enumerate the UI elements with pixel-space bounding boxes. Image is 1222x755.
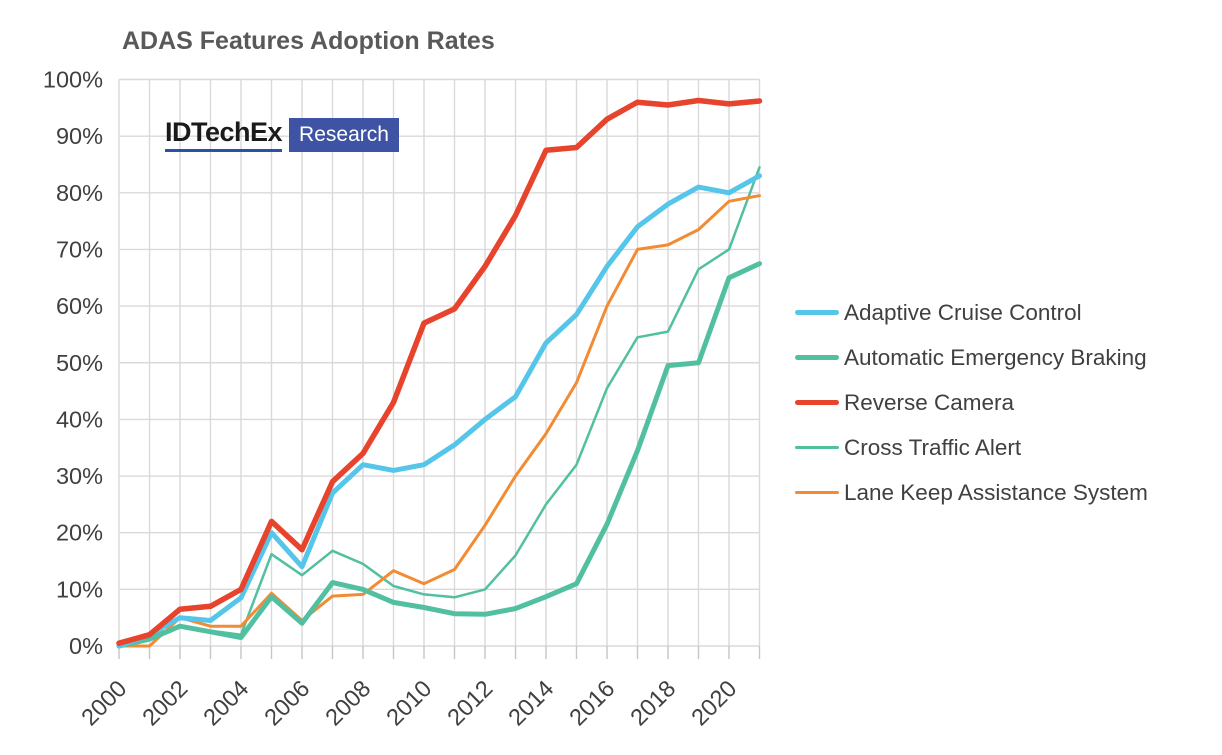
idtechex-logo-brand: IDTechEx: [165, 118, 283, 153]
chart-title: ADAS Features Adoption Rates: [122, 27, 495, 55]
y-axis-tick-label: 30%: [56, 463, 103, 489]
x-axis-tick-label: 2014: [503, 675, 558, 730]
series-line-adaptive-cruise-control: [116, 173, 762, 649]
x-axis-tick-label: 2006: [259, 675, 314, 730]
idtechex-logo: IDTechEx Research: [165, 118, 399, 153]
series-lines: [116, 97, 763, 649]
legend-swatch-cross-traffic-alert: [795, 446, 839, 449]
y-axis-tick-label: 80%: [56, 180, 103, 206]
y-axis-tick-label: 70%: [56, 236, 103, 262]
x-axis-tick-label: 2018: [625, 675, 680, 730]
legend-item-adaptive-cruise-control: Adaptive Cruise Control: [795, 290, 1215, 335]
y-axis-tick-label: 100%: [43, 67, 103, 93]
y-axis-tick-label: 60%: [56, 293, 103, 319]
series-line-cross-traffic-alert: [117, 166, 761, 648]
x-axis-tick-label: 2010: [381, 675, 436, 730]
y-axis-tick-label: 10%: [56, 576, 103, 602]
legend-item-cross-traffic-alert: Cross Traffic Alert: [795, 425, 1215, 470]
legend-label: Lane Keep Assistance System: [844, 479, 1148, 505]
x-axis-tick-label: 2012: [442, 675, 497, 730]
idtechex-logo-research-badge: Research: [289, 118, 399, 152]
legend-label: Cross Traffic Alert: [844, 434, 1022, 460]
series-line-reverse-camera: [116, 97, 763, 646]
legend-swatch-adaptive-cruise-control: [795, 310, 839, 315]
legend-swatch-lane-keep-assistance-system: [795, 491, 839, 494]
y-axis-tick-label: 40%: [56, 406, 103, 432]
legend-swatch-reverse-camera: [795, 399, 839, 406]
x-axis-tick-label: 2016: [564, 675, 619, 730]
y-axis-tick-label: 90%: [56, 123, 103, 149]
legend: Adaptive Cruise Control Automatic Emerge…: [795, 290, 1215, 515]
series-line-lane-keep-assistance-system: [117, 194, 761, 648]
legend-item-reverse-camera: Reverse Camera: [795, 380, 1215, 425]
x-axis-tick-label: 2008: [320, 675, 375, 730]
y-axis-tick-label: 20%: [56, 520, 103, 546]
legend-swatch-automatic-emergency-braking: [795, 355, 839, 360]
x-axis-tick-label: 2000: [76, 675, 131, 730]
series-line-automatic-emergency-braking: [116, 261, 762, 649]
gridlines: [118, 78, 761, 659]
x-axis-tick-label: 2004: [198, 675, 253, 730]
y-axis-tick-label: 0%: [69, 633, 103, 659]
legend-item-automatic-emergency-braking: Automatic Emergency Braking: [795, 335, 1215, 380]
legend-item-lane-keep-assistance-system: Lane Keep Assistance System: [795, 470, 1215, 515]
x-axis-tick-label: 2020: [686, 675, 741, 730]
y-axis-tick-label: 50%: [56, 350, 103, 376]
legend-label: Reverse Camera: [844, 389, 1015, 415]
x-axis-tick-label: 2002: [137, 675, 192, 730]
legend-label: Automatic Emergency Braking: [844, 344, 1147, 370]
legend-label: Adaptive Cruise Control: [844, 299, 1082, 325]
